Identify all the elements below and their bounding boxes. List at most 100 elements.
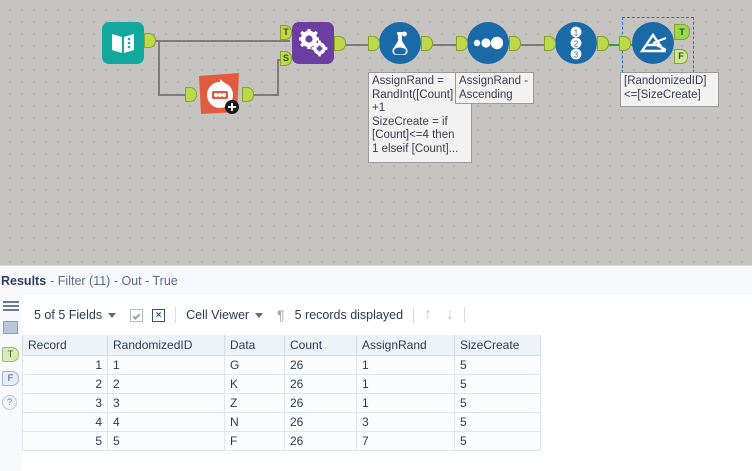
flask-icon	[379, 22, 421, 64]
workflow-canvas[interactable]: T S	[0, 0, 752, 265]
pilcrow-icon[interactable]: ¶	[277, 307, 285, 323]
input-anchor-join-s[interactable]: S	[280, 51, 292, 66]
dots-icon	[467, 22, 509, 64]
cell-viewer-label: Cell Viewer	[186, 308, 250, 322]
cell-sizecreate: 5	[454, 412, 541, 432]
panel-icon[interactable]	[3, 321, 18, 334]
checkbox-checked-icon[interactable]	[130, 308, 144, 322]
output-anchor-filter-true[interactable]: T	[674, 24, 690, 40]
book-icon	[102, 22, 144, 64]
rail-badge-true[interactable]: T	[2, 347, 19, 362]
table-row[interactable]: 2 2 K 26 1 5	[22, 374, 541, 394]
arrow-down-icon[interactable]: ↓	[446, 306, 455, 323]
input-anchor-formula[interactable]	[368, 36, 380, 51]
rail-badge-help[interactable]: ?	[2, 395, 17, 410]
cell-record: 5	[22, 431, 108, 451]
tool-input-data[interactable]	[102, 22, 156, 64]
svg-text:1: 1	[574, 28, 579, 37]
numbers-123-icon: 1 2 3	[555, 22, 597, 64]
table-header-row: Record RandomizedID Data Count AssignRan…	[22, 335, 541, 356]
tool-record-id[interactable]: 1 2 3	[544, 22, 609, 64]
output-anchor-record-id[interactable]	[597, 36, 609, 51]
cell-data: F	[224, 431, 285, 451]
table-row[interactable]: 3 3 Z 26 1 5	[22, 393, 541, 413]
input-anchor-generate-rows[interactable]	[185, 87, 197, 102]
cell-data: N	[224, 412, 285, 432]
wire-input-down	[158, 40, 160, 96]
table-row[interactable]: 4 4 N 26 3 5	[22, 412, 541, 432]
column-header-data[interactable]: Data	[224, 335, 285, 356]
gears-icon	[292, 22, 334, 64]
cell-sizecreate: 5	[454, 374, 541, 394]
results-header: Results - Filter (11) - Out - True	[0, 265, 752, 296]
tool-generate-rows[interactable]	[185, 70, 254, 116]
records-displayed: 5 records displayed	[295, 295, 403, 335]
wire-sort-to-recordid	[516, 44, 556, 46]
fields-selector[interactable]: 5 of 5 Fields	[34, 295, 117, 335]
output-anchor-formula[interactable]	[421, 36, 433, 51]
svg-text:2: 2	[574, 39, 579, 48]
cell-sizecreate: 5	[454, 393, 541, 413]
cell-sizecreate: 5	[454, 355, 541, 375]
table-row[interactable]: 5 5 F 26 7 5	[22, 431, 541, 451]
results-subtitle: - Filter (11) - Out - True	[50, 274, 178, 288]
tool-filter[interactable]: T F	[619, 22, 690, 64]
toolbar-divider-3	[464, 307, 466, 323]
wire-generate-rows-out	[242, 94, 278, 96]
cell-record: 2	[22, 374, 108, 394]
output-anchor-join[interactable]	[334, 36, 346, 51]
annotation-formula: AssignRand = RandInt([Count] +1 SizeCrea…	[368, 72, 472, 163]
cell-assignrand: 1	[356, 374, 455, 394]
cell-record: 3	[22, 393, 108, 413]
records-label: 5 records displayed	[294, 308, 404, 322]
input-anchor-join-t[interactable]: T	[280, 25, 292, 40]
svg-text:3: 3	[574, 50, 579, 59]
cell-record: 4	[22, 412, 108, 432]
input-anchor-record-id[interactable]	[544, 36, 556, 51]
tool-join[interactable]: T S	[280, 22, 346, 66]
cell-assignrand: 1	[356, 393, 455, 413]
column-header-record[interactable]: Record	[22, 335, 108, 356]
filter-icon	[632, 22, 674, 64]
checkbox-x-icon[interactable]: ×	[152, 308, 166, 322]
wire-input-to-join-t	[148, 40, 290, 42]
column-header-sizecreate[interactable]: SizeCreate	[454, 335, 541, 356]
cell-viewer-selector[interactable]: Cell Viewer	[186, 295, 264, 335]
output-anchor-input-data[interactable]	[144, 33, 156, 48]
results-grid[interactable]: Record RandomizedID Data Count AssignRan…	[22, 335, 752, 471]
wire-up-to-join-s	[277, 60, 279, 96]
column-header-count[interactable]: Count	[284, 335, 357, 356]
rail-badge-false[interactable]: F	[2, 371, 19, 386]
hamburger-icon[interactable]	[3, 301, 19, 311]
output-anchor-sort[interactable]	[509, 36, 521, 51]
column-header-assignrand[interactable]: AssignRand	[356, 335, 455, 356]
cell-data: G	[224, 355, 285, 375]
cell-randomizedid: 5	[107, 431, 225, 451]
cell-record: 1	[22, 355, 108, 375]
cell-assignrand: 3	[356, 412, 455, 432]
fields-label: 5 of 5 Fields	[34, 308, 103, 322]
cell-count: 26	[284, 412, 357, 432]
results-panel: Results - Filter (11) - Out - True T F ?…	[0, 265, 752, 471]
cell-sizecreate: 5	[454, 431, 541, 451]
tool-sort[interactable]	[456, 22, 521, 64]
cell-randomizedid: 3	[107, 393, 225, 413]
table-row[interactable]: 1 1 G 26 1 5	[22, 355, 541, 375]
output-anchor-generate-rows[interactable]	[242, 87, 254, 102]
results-toolbar: 5 of 5 Fields × Cell Viewer ¶ 5 records …	[22, 295, 752, 336]
cell-data: Z	[224, 393, 285, 413]
output-anchor-filter-false[interactable]: F	[674, 49, 688, 64]
tool-formula[interactable]	[368, 22, 433, 64]
cell-count: 26	[284, 374, 357, 394]
toolbar-divider-2	[413, 307, 415, 323]
results-title: Results	[1, 274, 47, 288]
rows-counter-icon	[196, 70, 242, 116]
input-anchor-filter[interactable]	[619, 36, 631, 51]
wire-formula-to-sort	[428, 44, 468, 46]
input-anchor-sort[interactable]	[456, 36, 468, 51]
wire-join-to-formula	[340, 44, 378, 46]
column-header-randomizedid[interactable]: RandomizedID	[107, 335, 225, 356]
arrow-up-icon[interactable]: ↑	[424, 306, 433, 323]
cell-data: K	[224, 374, 285, 394]
